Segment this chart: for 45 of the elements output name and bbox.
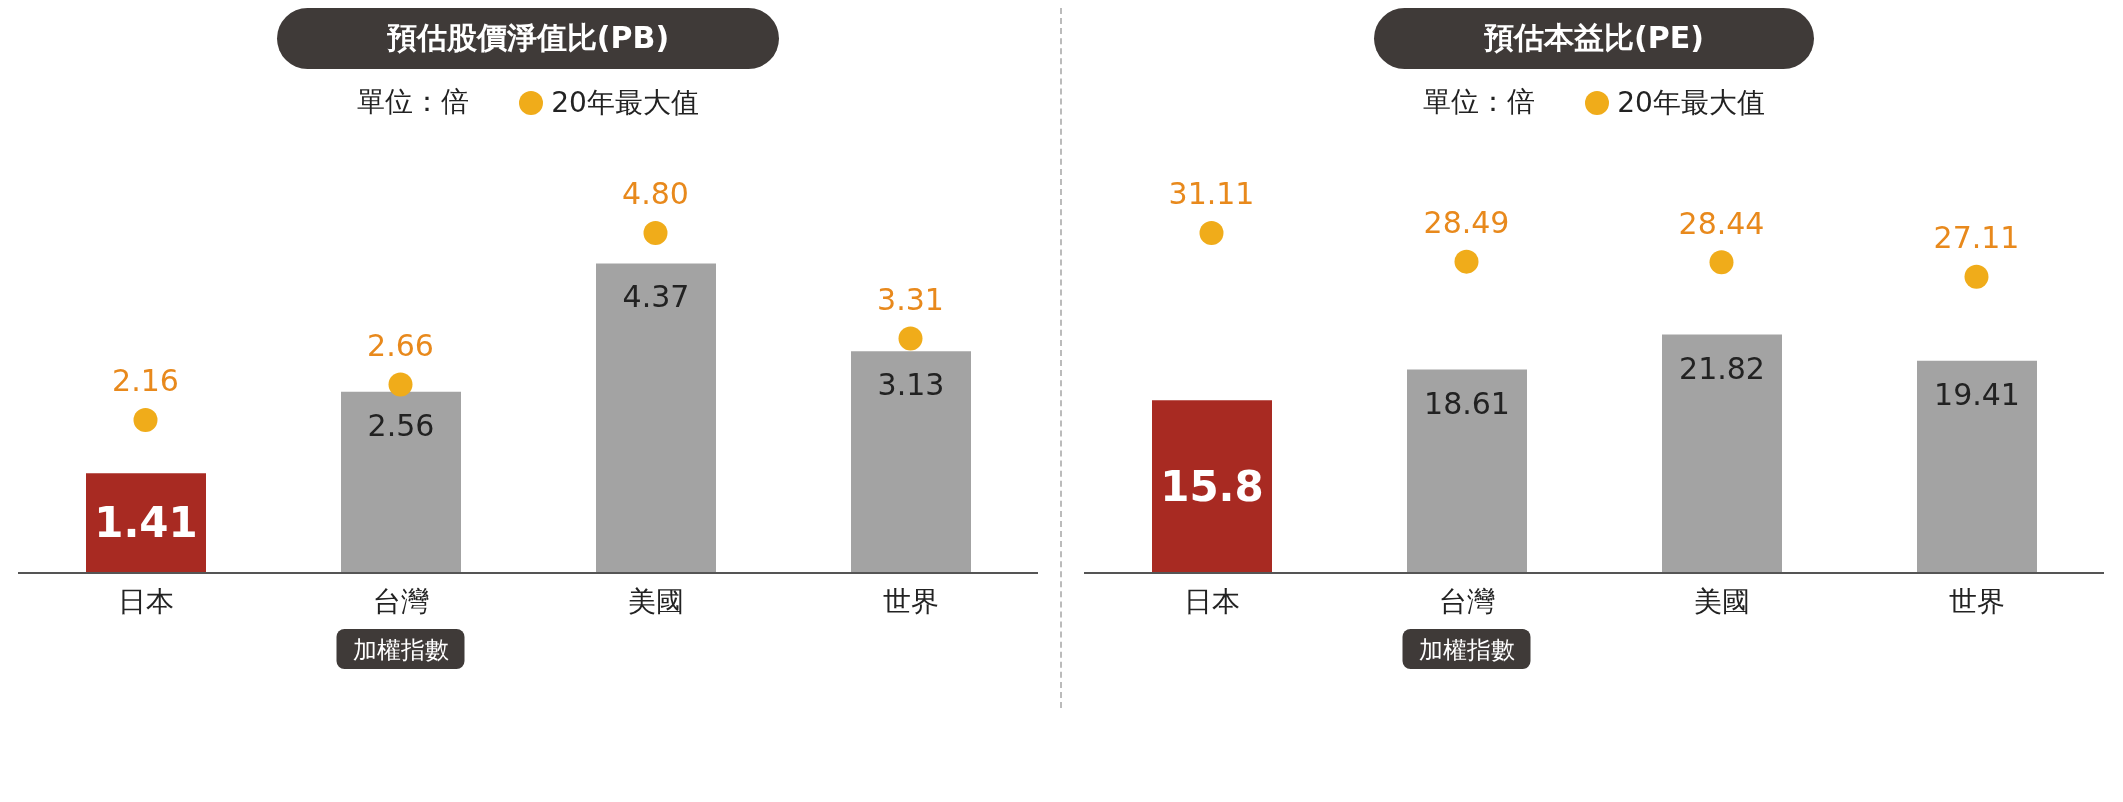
chart-subtitle: 單位：倍	[1423, 84, 1536, 120]
data-label: 28.49	[1423, 205, 1510, 241]
chart-subtitle: 單位：倍	[357, 84, 470, 120]
data-label: 28.44	[1678, 205, 1765, 241]
x-tick-label: 世界	[882, 585, 939, 618]
data-label: 1.41	[94, 498, 198, 548]
bar	[341, 391, 461, 573]
chart-title: 預估股價淨值比(PB)	[276, 8, 780, 69]
legend-label: 20年最大值	[550, 85, 699, 121]
x-tick-label: 日本	[1183, 585, 1240, 618]
point	[1709, 250, 1734, 275]
x-tick-label: 台灣加權指數	[1418, 585, 1515, 664]
bar	[851, 351, 971, 573]
x-tick-label: 世界	[1948, 585, 2005, 618]
data-label: 31.11	[1168, 176, 1255, 212]
point	[1964, 264, 1989, 289]
chart-title: 預估本益比(PE)	[1374, 8, 1814, 69]
point	[1454, 249, 1479, 274]
x-tick-label: 美國	[627, 585, 684, 618]
x-tick-label: 美國	[1693, 585, 1750, 618]
data-label: 21.82	[1679, 350, 1765, 386]
bar	[1407, 369, 1527, 573]
bar	[1152, 400, 1272, 573]
data-label: 2.16	[112, 363, 179, 399]
data-label: 27.11	[1933, 220, 2020, 256]
bar	[1662, 334, 1782, 573]
data-label: 2.66	[367, 328, 434, 364]
data-label: 19.41	[1934, 376, 2020, 412]
bar	[596, 263, 716, 573]
point	[643, 221, 668, 245]
bar	[1917, 360, 2037, 573]
point	[388, 372, 413, 397]
x-tick-label: 台灣加權指數	[352, 585, 449, 664]
data-label: 2.56	[367, 407, 435, 443]
data-label: 4.80	[622, 176, 689, 212]
point	[898, 326, 923, 351]
data-label: 15.8	[1160, 461, 1264, 511]
legend-label: 20年最大值	[1616, 85, 1765, 121]
data-label: 18.61	[1424, 385, 1510, 421]
data-label: 4.37	[622, 279, 690, 315]
data-label: 3.31	[877, 282, 944, 318]
x-tick-label: 日本	[117, 585, 174, 618]
data-label: 3.13	[877, 367, 945, 403]
point	[1199, 221, 1224, 245]
point	[133, 408, 158, 432]
